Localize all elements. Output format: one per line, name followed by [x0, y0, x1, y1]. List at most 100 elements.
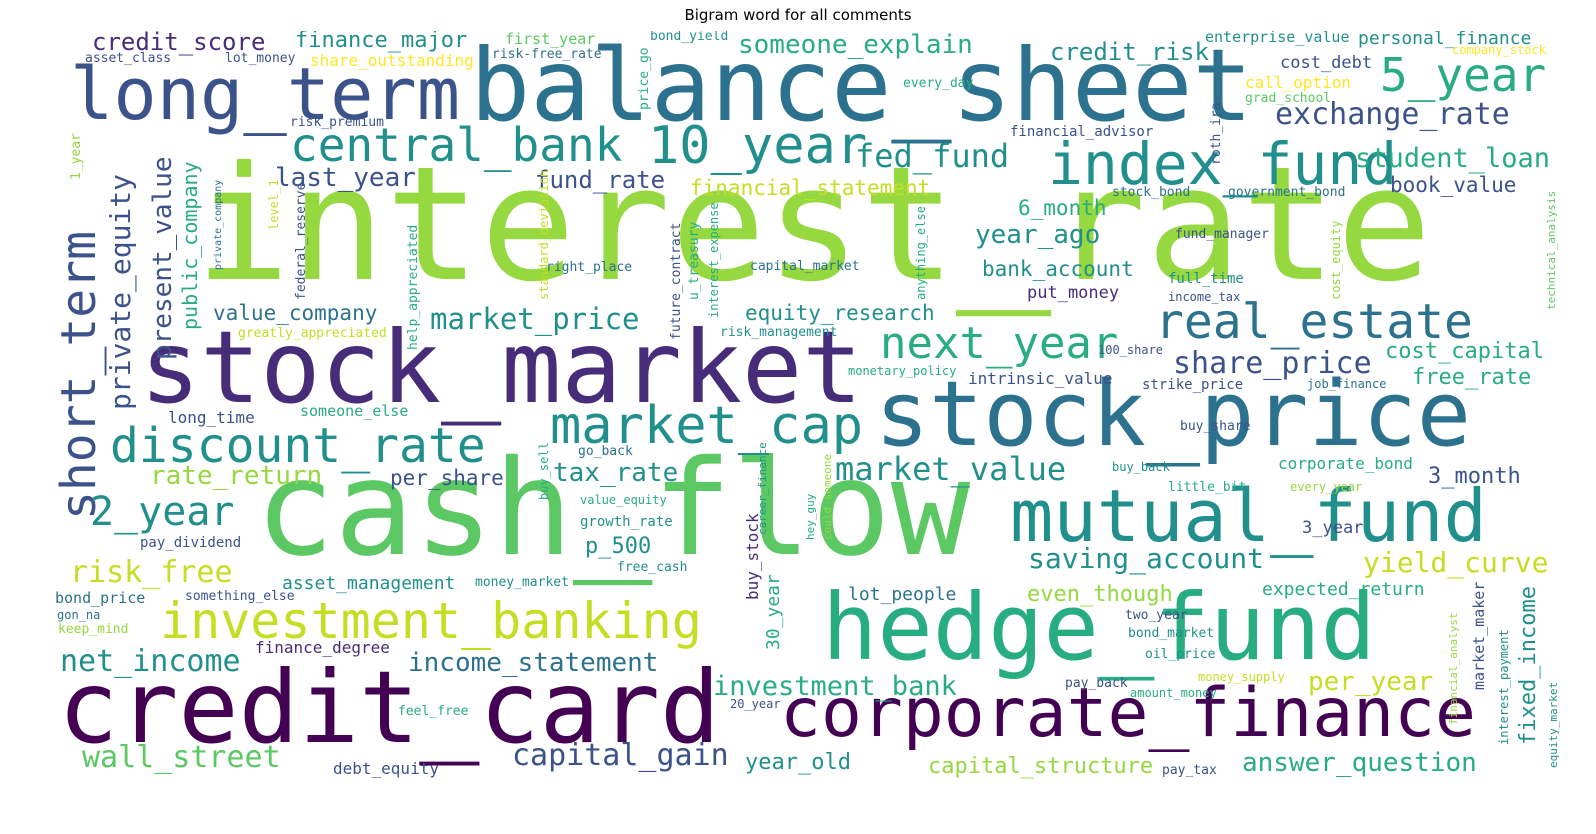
- word-put-money: put_money: [1027, 283, 1120, 303]
- word-wall-street: wall_street: [82, 740, 281, 775]
- word-grad-school: grad_school: [1245, 91, 1332, 106]
- word-pay-dividend: pay_dividend: [140, 535, 242, 551]
- word-financial-analyst: financial_analyst: [1447, 612, 1460, 725]
- word-3-year: 3_year: [1302, 518, 1364, 538]
- word-risk-premium: risk_premium: [290, 115, 384, 130]
- word-public-company: public_company: [178, 161, 202, 330]
- word-amount-money: amount_money: [1130, 686, 1217, 700]
- word-market-cap: market_cap: [550, 396, 864, 456]
- word-stock-bond: stock_bond: [1112, 185, 1191, 200]
- word-long-term: long_term: [70, 52, 461, 136]
- word-equity-research: equity_research: [745, 301, 935, 325]
- word-mutual-fund: mutual_fund: [1010, 474, 1487, 558]
- word-asset-class: asset_class: [85, 51, 172, 66]
- word-market-value: market_value: [835, 450, 1067, 488]
- word-fund-rate: fund_rate: [535, 166, 666, 194]
- word-stock-price: stock_price: [875, 362, 1472, 467]
- word-cloud: interest_rate cash_flow stock_market balanc…: [50, 31, 1560, 801]
- word-interest-payment: interest_payment: [1497, 629, 1511, 745]
- word-government-bond: government_bond: [1228, 185, 1346, 200]
- word-bond-market: bond_market: [1128, 626, 1215, 641]
- word-enterprise-value: enterprise_value: [1205, 31, 1350, 46]
- word-growth-rate: growth_rate: [580, 514, 673, 530]
- word-investment-banking: investment_banking: [160, 592, 702, 650]
- word-value-company: value_company: [213, 301, 378, 325]
- word-could-someone: could_someone: [821, 453, 834, 540]
- word-monetary-policy: monetary_policy: [848, 364, 957, 378]
- word-tax-rate: tax_rate: [553, 458, 679, 488]
- word-book-value: book_value: [1390, 173, 1517, 197]
- word-money-market: money_market: [475, 575, 569, 590]
- word-short-term: short_term: [51, 231, 107, 520]
- word-buy-share: buy_share: [1180, 419, 1251, 434]
- word-finance-degree: finance_degree: [255, 638, 390, 657]
- word-per-share: per_share: [390, 466, 504, 490]
- word-balance-sheet: balance_sheet: [470, 31, 1253, 144]
- chart-title: Bigram word for all comments: [684, 6, 912, 24]
- word-company-stock: company_stock: [1452, 43, 1546, 57]
- word-two-year: two_year: [1125, 608, 1188, 623]
- word-last-year: last_year: [275, 163, 416, 193]
- word-20-year: 20_year: [730, 697, 781, 711]
- word-pay-tax: pay_tax: [1162, 763, 1217, 778]
- word-help-appreciated: help_appreciated: [406, 224, 421, 350]
- word-free-cash: free_cash: [617, 560, 688, 575]
- word-future-contract: future_contract: [669, 222, 684, 340]
- word-value-equity: value_equity: [580, 493, 667, 507]
- word-standard-deviation: standard_deviation: [537, 169, 551, 300]
- word-federal-reserve: federal_reserve: [294, 182, 309, 300]
- word-something-else: something_else: [185, 589, 295, 604]
- word-market-price: market_price: [430, 302, 640, 336]
- word-present-value: present_value: [148, 156, 178, 361]
- word-risk-management: risk_management: [720, 325, 838, 340]
- word-per-year: per_year: [1308, 667, 1434, 697]
- word-risk-free: risk_free: [70, 555, 233, 590]
- word-cost-equity: cost_equity: [1329, 220, 1343, 300]
- word-risk-free-rate: risk-free_rate: [492, 47, 602, 62]
- word-hey-guy: hey_guy: [804, 493, 817, 540]
- word-capital-gain: capital_gain: [512, 738, 729, 773]
- word-little-bit: little_bit: [1168, 480, 1247, 495]
- word-net-income: net_income: [60, 644, 241, 679]
- word-strike-price: strike_price: [1142, 377, 1244, 393]
- word-index-fund: index_fund: [1048, 130, 1398, 198]
- word-share-outstanding: share_outstanding: [310, 51, 474, 70]
- word-interest-expense: interest_expense: [707, 202, 721, 318]
- word-credit-card: credit_card: [58, 649, 721, 766]
- word-student-loan: student_loan: [1355, 143, 1551, 174]
- word-bond-yield: bond_yield: [650, 31, 729, 44]
- word-money-supply: money_supply: [1198, 670, 1285, 684]
- word-year-ago: year_ago: [975, 220, 1101, 250]
- word-someone-else: someone_else: [300, 402, 409, 420]
- word-debt-equity: debt_equity: [333, 759, 439, 778]
- word-every-day: every_day: [903, 76, 974, 91]
- word-oil-price: oil_price: [1145, 647, 1216, 662]
- word-corporate-finance: corporate_finance: [780, 674, 1476, 753]
- word-capital-structure: capital_structure: [928, 754, 1154, 779]
- word-right-place: right_place: [546, 260, 633, 275]
- word-intrinsic-value: intrinsic_value: [968, 369, 1113, 388]
- word-income-statement: income_statement: [408, 648, 659, 678]
- word-1-year: 1_year: [69, 133, 84, 180]
- word-hedge-fund: hedge_fund: [822, 574, 1376, 681]
- word-gon-na: gon_na: [57, 608, 101, 622]
- word-credit-risk: credit_risk: [1050, 38, 1209, 66]
- word-technical-analysis: technical_analysis: [1545, 190, 1558, 310]
- word-every-year: every_year: [1290, 480, 1363, 494]
- word-full-time: full_time: [1168, 271, 1244, 287]
- word-10-year: 10_year: [648, 116, 868, 176]
- word-anything-else: anything_else: [914, 206, 928, 300]
- word-financial-advisor: financial_advisor: [1010, 124, 1154, 140]
- word-bond-price: bond_price: [55, 589, 146, 607]
- word-asset-management: asset_management: [282, 573, 456, 594]
- word-3-month: 3_month: [1428, 464, 1521, 489]
- word-buy-back: buy_back: [1112, 460, 1170, 474]
- word-buy-sell: buy_sell: [537, 442, 551, 500]
- word-greatly-appreciated: greatly_appreciated: [238, 326, 387, 341]
- word-rate-return: rate_return: [150, 461, 323, 491]
- word-fixed-income: fixed_income: [1516, 586, 1541, 745]
- word-roth-ira: roth_ira: [1209, 102, 1224, 165]
- word-2-year: 2_year: [90, 489, 235, 535]
- word-stock-market: stock_market: [140, 309, 863, 426]
- word-cost-capital: cost_capital: [1385, 339, 1544, 364]
